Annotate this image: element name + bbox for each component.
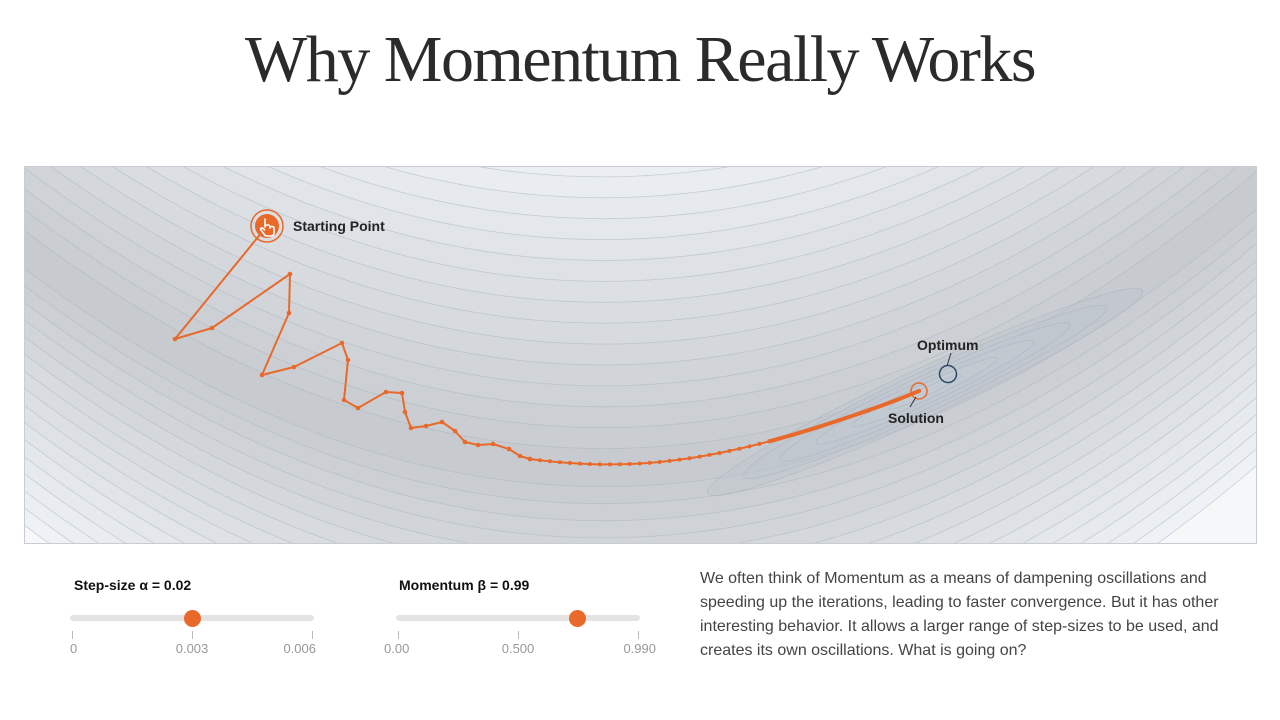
path-point	[462, 439, 468, 445]
starting-point-label: Starting Point	[293, 218, 385, 234]
path-point	[667, 458, 672, 463]
path-point	[355, 405, 361, 411]
path-point	[402, 409, 408, 415]
step-size-tick-label: 0.006	[283, 641, 316, 656]
solution-label: Solution	[888, 410, 944, 426]
solution-leader-line	[909, 396, 917, 408]
step-size-tick	[312, 631, 313, 639]
step-size-label: Step-size α = 0.02	[74, 577, 192, 593]
step-size-tick	[72, 631, 73, 639]
path-point	[209, 325, 215, 331]
path-point	[657, 459, 662, 464]
path-point	[527, 456, 533, 462]
momentum-tick	[398, 631, 399, 639]
hand-pointer-icon	[259, 218, 275, 237]
path-point	[537, 458, 542, 463]
path-point	[577, 461, 582, 466]
path-point	[677, 457, 682, 462]
starting-point-handle[interactable]	[250, 209, 284, 243]
path-point	[423, 423, 429, 429]
momentum-tick-label: 0.500	[501, 641, 535, 656]
momentum-slider[interactable]: Momentum β = 0.99 0.00 0.500 0.990	[384, 577, 656, 657]
momentum-thumb[interactable]	[568, 610, 586, 627]
path-point	[547, 459, 552, 464]
contour-ellipse	[815, 339, 1035, 445]
path-point	[697, 454, 702, 459]
path-point	[490, 441, 496, 447]
path-point	[517, 453, 523, 459]
path-point	[259, 372, 265, 378]
path-point	[452, 428, 458, 434]
momentum-label: Momentum β = 0.99	[399, 577, 530, 593]
path-point	[597, 462, 602, 467]
step-size-tick	[192, 631, 193, 639]
path-point	[286, 310, 292, 316]
path-point	[567, 461, 572, 466]
contour-plot-canvas[interactable]: Starting Point Optimum Solution	[25, 167, 1257, 544]
path-point	[506, 446, 512, 452]
path-point	[757, 441, 762, 446]
path-point	[399, 390, 405, 396]
contour-ellipse	[779, 322, 1071, 462]
path-point	[557, 460, 562, 465]
step-size-thumb[interactable]	[184, 610, 201, 627]
loss-contours	[25, 167, 1256, 543]
path-point	[727, 448, 732, 453]
optimum-marker	[938, 364, 958, 384]
path-point	[172, 336, 178, 342]
momentum-tick-label: 0.990	[623, 641, 656, 656]
optimum-label: Optimum	[917, 337, 978, 353]
path-point	[687, 456, 692, 461]
path-tail	[767, 389, 921, 444]
momentum-tick	[638, 631, 639, 639]
path-point	[607, 462, 612, 467]
path-point	[647, 460, 652, 465]
path-point	[637, 461, 642, 466]
momentum-tick	[518, 631, 519, 639]
path-point	[383, 389, 389, 395]
description-paragraph: We often think of Momentum as a means of…	[700, 570, 1219, 659]
solution-marker	[910, 382, 928, 400]
path-point	[475, 442, 481, 448]
contour-ellipse	[743, 305, 1107, 479]
optimization-path	[172, 225, 921, 467]
path-point	[291, 364, 297, 370]
optimum-leader-line	[946, 352, 952, 367]
path-point	[439, 419, 445, 425]
contour-ellipse	[706, 287, 1144, 497]
step-size-slider[interactable]: Step-size α = 0.02 0 0.003 0.006	[70, 577, 320, 657]
path-point	[617, 462, 622, 467]
path-point	[587, 462, 592, 467]
step-size-tick-label: 0.003	[175, 641, 209, 656]
path-point	[339, 340, 345, 346]
contour-ellipse	[888, 374, 962, 410]
path-point	[747, 444, 752, 449]
momentum-track[interactable]	[396, 615, 640, 621]
path-point	[345, 357, 351, 363]
step-size-tick-label: 0	[70, 641, 78, 656]
path-point	[627, 462, 632, 467]
path-point	[408, 425, 414, 431]
path-point	[707, 452, 712, 457]
path-point	[717, 450, 722, 455]
momentum-tick-label: 0.00	[384, 641, 410, 656]
page-title: Why Momentum Really Works	[244, 23, 1037, 96]
contour-plot[interactable]: Starting Point Optimum Solution	[24, 166, 1257, 544]
path-point	[287, 271, 293, 277]
path-point	[341, 397, 347, 403]
path-point	[737, 446, 742, 451]
